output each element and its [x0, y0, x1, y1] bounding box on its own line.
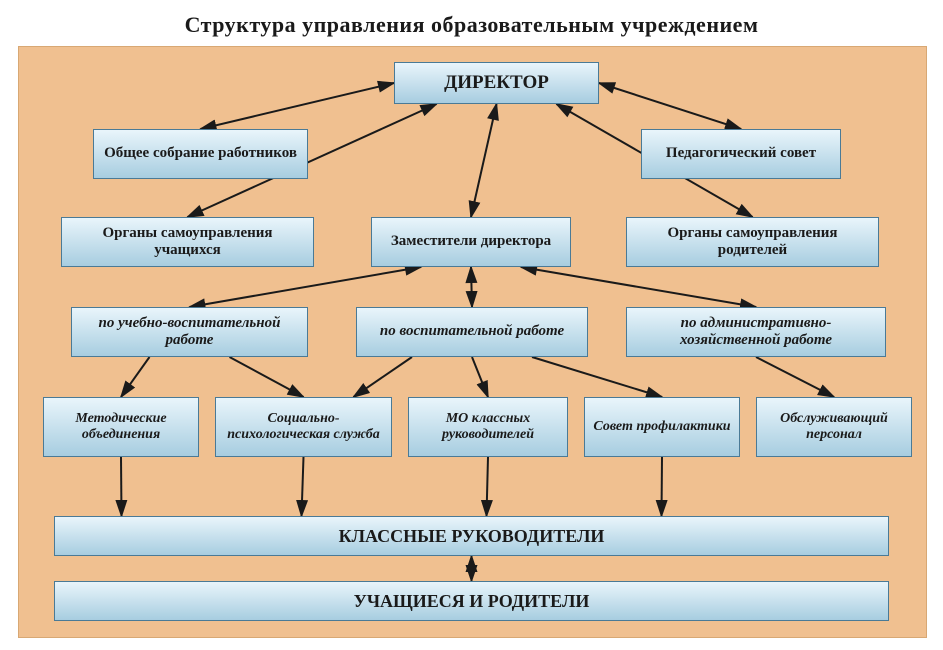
- node-director: ДИРЕКТОР: [394, 62, 599, 104]
- diagram-panel: ДИРЕКТОР Общее собрание работников Педагог…: [18, 46, 927, 638]
- node-dep_edu: по учебно-воспитательной работе: [71, 307, 308, 357]
- arrow-dep_vos-mo_class: [472, 357, 488, 397]
- node-dep_admin: по административно-хозяйственной работе: [626, 307, 886, 357]
- node-ped_council: Педагогический совет: [641, 129, 841, 179]
- arrow-dep_admin-service: [756, 357, 834, 397]
- arrow-dep_edu-social: [230, 357, 304, 397]
- node-parent_gov: Органы самоуправления родителей: [626, 217, 879, 267]
- node-mo_class: МО классных руководителей: [408, 397, 568, 457]
- arrow-deputies-dep_edu: [190, 267, 422, 307]
- arrow-director-deputies: [471, 104, 497, 217]
- node-class_leaders: КЛАССНЫЕ РУКОВОДИТЕЛИ: [54, 516, 889, 556]
- node-dep_vos: по воспитательной работе: [356, 307, 588, 357]
- node-deputies: Заместители директора: [371, 217, 571, 267]
- node-students_parents: УЧАЩИЕСЯ И РОДИТЕЛИ: [54, 581, 889, 621]
- node-service: Обслуживающий персонал: [756, 397, 912, 457]
- node-social: Социально-психологическая служба: [215, 397, 392, 457]
- arrow-director-gen_assembly: [201, 83, 395, 129]
- arrow-deputies-dep_vos: [471, 267, 472, 307]
- node-gen_assembly: Общее собрание работников: [93, 129, 308, 179]
- arrow-mo_class-class_leaders: [487, 457, 489, 516]
- arrow-prevent-class_leaders: [662, 457, 663, 516]
- arrow-dep_edu-method: [121, 357, 150, 397]
- arrow-dep_vos-prevent: [532, 357, 662, 397]
- page-title: Структура управления образовательным учр…: [0, 12, 943, 38]
- arrow-dep_vos-social: [354, 357, 413, 397]
- node-stud_gov: Органы самоуправления учащихся: [61, 217, 314, 267]
- node-prevent: Совет профилактики: [584, 397, 740, 457]
- arrow-director-ped_council: [599, 83, 741, 129]
- arrow-social-class_leaders: [302, 457, 304, 516]
- arrow-deputies-dep_admin: [521, 267, 756, 307]
- arrow-method-class_leaders: [121, 457, 122, 516]
- node-method: Методические объединения: [43, 397, 199, 457]
